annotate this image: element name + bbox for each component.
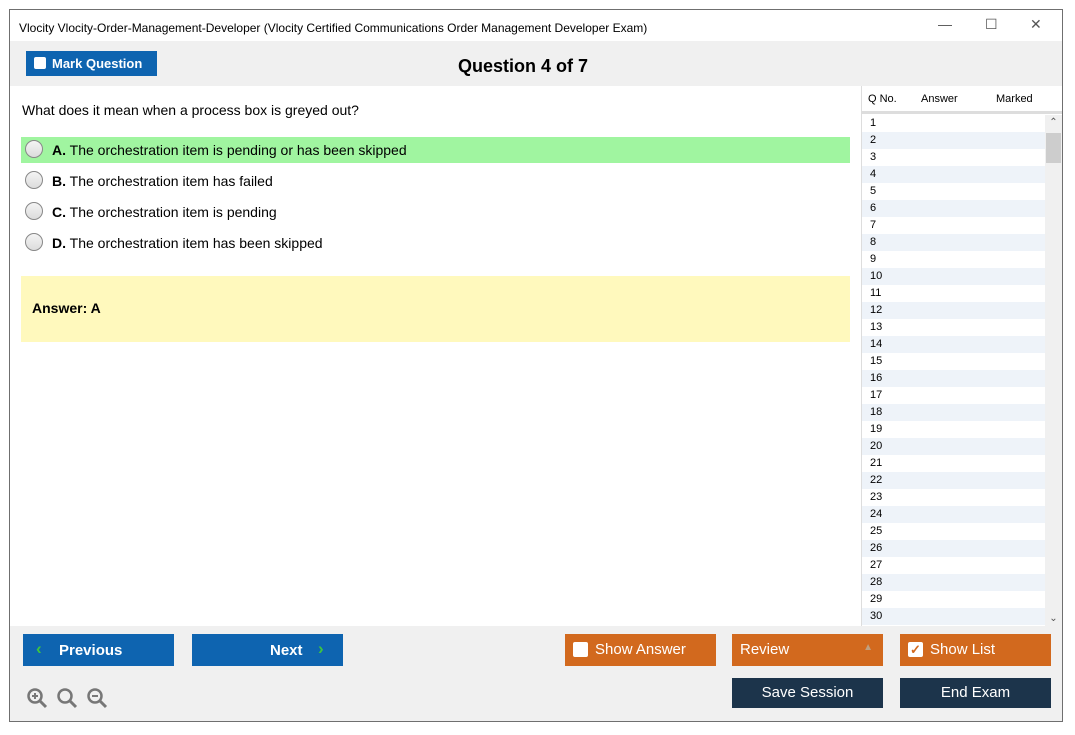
list-row[interactable]: 15 (870, 355, 883, 367)
title-bar: Vlocity Vlocity-Order-Management-Develop… (10, 10, 1062, 41)
option-letter: A. (52, 142, 66, 158)
scroll-down-icon[interactable]: ⌄ (1049, 613, 1058, 624)
review-label: Review (740, 641, 790, 658)
review-dropdown[interactable]: Review ▲ (732, 634, 883, 666)
zoom-reset-icon[interactable] (56, 687, 78, 709)
list-row[interactable]: 19 (870, 423, 883, 435)
mark-question-label: Mark Question (52, 56, 143, 71)
checkbox-icon (34, 57, 46, 69)
show-list-button[interactable]: ✓ Show List (900, 634, 1051, 666)
checkbox-icon[interactable] (573, 642, 588, 657)
minimize-button[interactable]: — (938, 16, 952, 32)
option-c[interactable]: C. The orchestration item is pending (21, 199, 850, 225)
list-row[interactable]: 28 (862, 574, 1045, 591)
show-list-label: Show List (930, 641, 996, 658)
header-answer: Answer (921, 93, 958, 105)
option-text: The orchestration item has failed (69, 173, 273, 189)
list-row[interactable]: 5 (870, 185, 877, 197)
question-list: Q No. Answer Marked 1 2 3 4 5 6 7 8 9 10 11 12 13 14 1… (861, 86, 1062, 626)
list-row[interactable]: 2 (862, 132, 1045, 149)
list-row[interactable]: 22 (862, 472, 1045, 489)
scrollbar[interactable]: ⌃ ⌄ (1045, 115, 1062, 626)
list-row[interactable]: 4 (862, 166, 1045, 183)
option-d[interactable]: D. The orchestration item has been skipp… (21, 230, 850, 256)
list-row[interactable]: 8 (862, 234, 1045, 251)
list-row[interactable]: 10 (862, 268, 1045, 285)
option-letter: D. (52, 235, 66, 251)
option-text: The orchestration item has been skipped (69, 235, 323, 251)
list-rows: 1 2 3 4 5 6 7 8 9 10 11 12 13 14 15 16 17 18 19 20 21 22 23 24 2… (862, 115, 1045, 625)
maximize-button[interactable]: ☐ (985, 16, 998, 32)
previous-button[interactable]: ‹ Previous (23, 634, 174, 666)
chevron-right-icon: › (318, 639, 324, 658)
end-exam-button[interactable]: End Exam (900, 678, 1051, 708)
list-row[interactable]: 18 (862, 404, 1045, 421)
question-text: What does it mean when a process box is … (22, 102, 359, 118)
option-text: The orchestration item is pending (69, 204, 277, 220)
radio-icon[interactable] (25, 140, 43, 158)
close-button[interactable]: ✕ (1030, 16, 1042, 32)
question-title: Question 4 of 7 (457, 56, 589, 76)
list-row[interactable]: 29 (870, 593, 883, 605)
list-row[interactable]: 27 (870, 559, 883, 571)
previous-label: Previous (59, 642, 123, 659)
list-row[interactable]: 17 (870, 389, 883, 401)
list-row[interactable]: 13 (870, 321, 883, 333)
chevron-left-icon: ‹ (36, 639, 42, 658)
option-b[interactable]: B. The orchestration item has failed (21, 168, 850, 194)
header-qno: Q No. (868, 93, 897, 105)
list-row[interactable]: 9 (870, 253, 877, 265)
list-row[interactable]: 11 (870, 287, 882, 299)
header-marked: Marked (996, 93, 1033, 105)
list-row[interactable]: 7 (870, 219, 877, 231)
list-row[interactable]: 23 (870, 491, 883, 503)
option-text: The orchestration item is pending or has… (69, 142, 407, 158)
answer-box: Answer: A (21, 276, 850, 342)
list-row[interactable]: 16 (862, 370, 1045, 387)
show-answer-button[interactable]: Show Answer (565, 634, 716, 666)
mark-question-button[interactable]: Mark Question (26, 51, 157, 76)
list-row[interactable]: 21 (870, 457, 883, 469)
show-answer-label: Show Answer (595, 641, 686, 658)
list-row[interactable]: 30 (862, 608, 1045, 625)
list-row[interactable]: 6 (862, 200, 1045, 217)
option-a[interactable]: A. The orchestration item is pending or … (21, 137, 850, 163)
list-row[interactable]: 25 (870, 525, 883, 537)
list-row[interactable]: 12 (862, 302, 1045, 319)
radio-icon[interactable] (25, 202, 43, 220)
question-area: What does it mean when a process box is … (10, 86, 861, 626)
list-row[interactable]: 1 (870, 117, 877, 129)
list-row[interactable]: 20 (862, 438, 1045, 455)
radio-icon[interactable] (25, 233, 43, 251)
toolbar: Mark Question Question 4 of 7 (10, 41, 1062, 86)
radio-icon[interactable] (25, 171, 43, 189)
zoom-in-icon[interactable] (26, 687, 48, 709)
scroll-up-icon[interactable]: ⌃ (1049, 117, 1058, 128)
list-row[interactable]: 3 (870, 151, 877, 163)
scroll-thumb[interactable] (1046, 133, 1061, 163)
list-header: Q No. Answer Marked (862, 86, 1062, 114)
save-session-button[interactable]: Save Session (732, 678, 883, 708)
next-button[interactable]: Next › (192, 634, 343, 666)
checkmark-icon[interactable]: ✓ (908, 642, 923, 657)
next-label: Next (270, 642, 303, 659)
zoom-out-icon[interactable] (86, 687, 108, 709)
window-title: Vlocity Vlocity-Order-Management-Develop… (19, 21, 648, 35)
caret-up-icon: ▲ (863, 642, 873, 653)
exam-window: Vlocity Vlocity-Order-Management-Develop… (9, 9, 1063, 722)
list-row[interactable]: 24 (862, 506, 1045, 523)
option-letter: C. (52, 204, 66, 220)
list-row[interactable]: 26 (862, 540, 1045, 557)
option-letter: B. (52, 173, 66, 189)
list-row[interactable]: 14 (862, 336, 1045, 353)
